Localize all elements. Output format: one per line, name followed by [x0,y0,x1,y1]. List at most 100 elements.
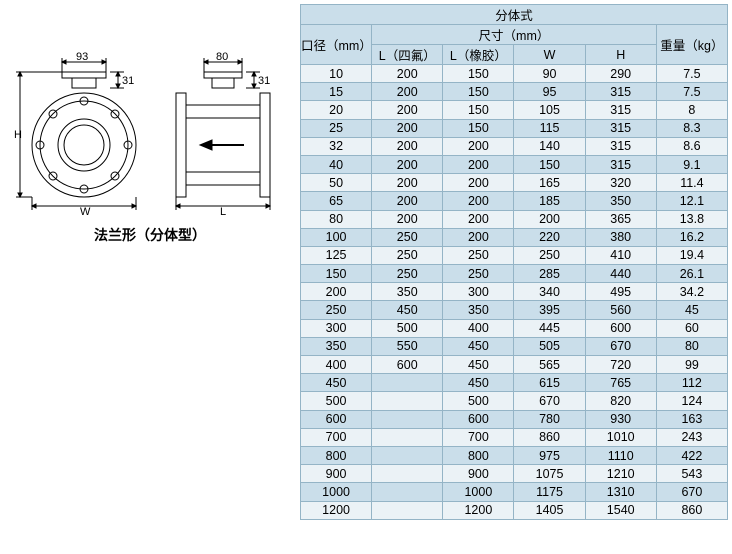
table-cell: 115 [514,119,585,137]
table-cell: 200 [443,228,514,246]
table-cell: 200 [443,174,514,192]
table-cell: 7.5 [656,83,727,101]
table-cell: 200 [443,137,514,155]
table-cell: 200 [372,83,443,101]
table-cell: 1210 [585,465,656,483]
table-cell: 1000 [443,483,514,501]
table-cell: 9.1 [656,155,727,173]
table-cell: 300 [301,319,372,337]
table-cell [372,446,443,464]
table-cell [372,410,443,428]
dim-W: W [80,206,91,215]
front-view-diagram: 93 31 H W [14,50,150,215]
table-cell: 40 [301,155,372,173]
table-cell: 410 [585,246,656,264]
table-cell: 19.4 [656,246,727,264]
table-cell: 900 [443,465,514,483]
table-row: 35055045050567080 [301,337,728,355]
table-row: 5020020016532011.4 [301,174,728,192]
table-cell: 200 [372,65,443,83]
table-cell: 340 [514,283,585,301]
table-cell: 80 [301,210,372,228]
table-cell: 380 [585,228,656,246]
col-W: W [514,45,585,65]
table-row: 1200120014051540860 [301,501,728,519]
table-cell: 185 [514,192,585,210]
table-cell: 450 [443,337,514,355]
table-cell: 860 [514,428,585,446]
table-cell: 500 [372,319,443,337]
table-cell: 450 [443,356,514,374]
table-cell: 150 [443,83,514,101]
table-cell: 45 [656,301,727,319]
table-cell: 90 [514,65,585,83]
table-cell: 12.1 [656,192,727,210]
table-cell: 60 [656,319,727,337]
table-cell: 10 [301,65,372,83]
side-view-diagram: 80 31 L [168,50,290,215]
table-cell: 315 [585,137,656,155]
table-cell: 200 [372,101,443,119]
table-row: 600600780930163 [301,410,728,428]
dim-80: 80 [216,51,228,63]
table-cell: 140 [514,137,585,155]
table-row: 402002001503159.1 [301,155,728,173]
table-cell [372,428,443,446]
table-cell: 16.2 [656,228,727,246]
table-cell: 565 [514,356,585,374]
table-row: 8008009751110422 [301,446,728,464]
table-cell: 200 [372,137,443,155]
table-cell: 95 [514,83,585,101]
technical-drawings: 93 31 H W [14,50,290,215]
table-cell: 65 [301,192,372,210]
table-cell: 1010 [585,428,656,446]
table-cell: 445 [514,319,585,337]
dim-31a: 31 [122,75,134,87]
table-body: 10200150902907.515200150953157.520200150… [301,65,728,520]
table-cell: 320 [585,174,656,192]
table-cell: 125 [301,246,372,264]
table-cell: 500 [301,392,372,410]
diagram-pane: 93 31 H W [0,0,300,554]
table-cell: 105 [514,101,585,119]
table-cell: 8.6 [656,137,727,155]
table-cell: 150 [301,265,372,283]
table-cell: 315 [585,155,656,173]
table-row: 202001501053158 [301,101,728,119]
table-cell: 200 [372,210,443,228]
table-cell: 200 [443,155,514,173]
table-row: 15025025028544026.1 [301,265,728,283]
table-cell: 25 [301,119,372,137]
table-cell: 200 [514,210,585,228]
table-cell: 860 [656,501,727,519]
table-cell: 900 [301,465,372,483]
table-cell: 1175 [514,483,585,501]
table-cell: 422 [656,446,727,464]
table-cell: 600 [443,410,514,428]
table-row: 10200150902907.5 [301,65,728,83]
table-cell: 1200 [443,501,514,519]
table-cell: 300 [443,283,514,301]
table-cell: 365 [585,210,656,228]
table-cell: 505 [514,337,585,355]
table-row: 8020020020036513.8 [301,210,728,228]
table-cell: 11.4 [656,174,727,192]
table-cell: 1310 [585,483,656,501]
table-cell: 250 [514,246,585,264]
spec-table: 分体式 口径（mm） 尺寸（mm） 重量（kg） L（四氟） L（橡胶） W H… [300,4,728,520]
table-cell: 163 [656,410,727,428]
col-weight: 重量（kg） [656,25,727,65]
table-cell [372,392,443,410]
table-cell: 50 [301,174,372,192]
table-cell: 350 [585,192,656,210]
table-row: 25045035039556045 [301,301,728,319]
table-cell: 670 [585,337,656,355]
table-cell: 250 [372,228,443,246]
table-cell: 243 [656,428,727,446]
table-cell: 400 [443,319,514,337]
table-cell: 150 [443,101,514,119]
table-cell: 1540 [585,501,656,519]
diagram-caption: 法兰形（分体型） [10,225,290,245]
col-size-group: 尺寸（mm） [372,25,657,45]
table-cell: 200 [372,155,443,173]
